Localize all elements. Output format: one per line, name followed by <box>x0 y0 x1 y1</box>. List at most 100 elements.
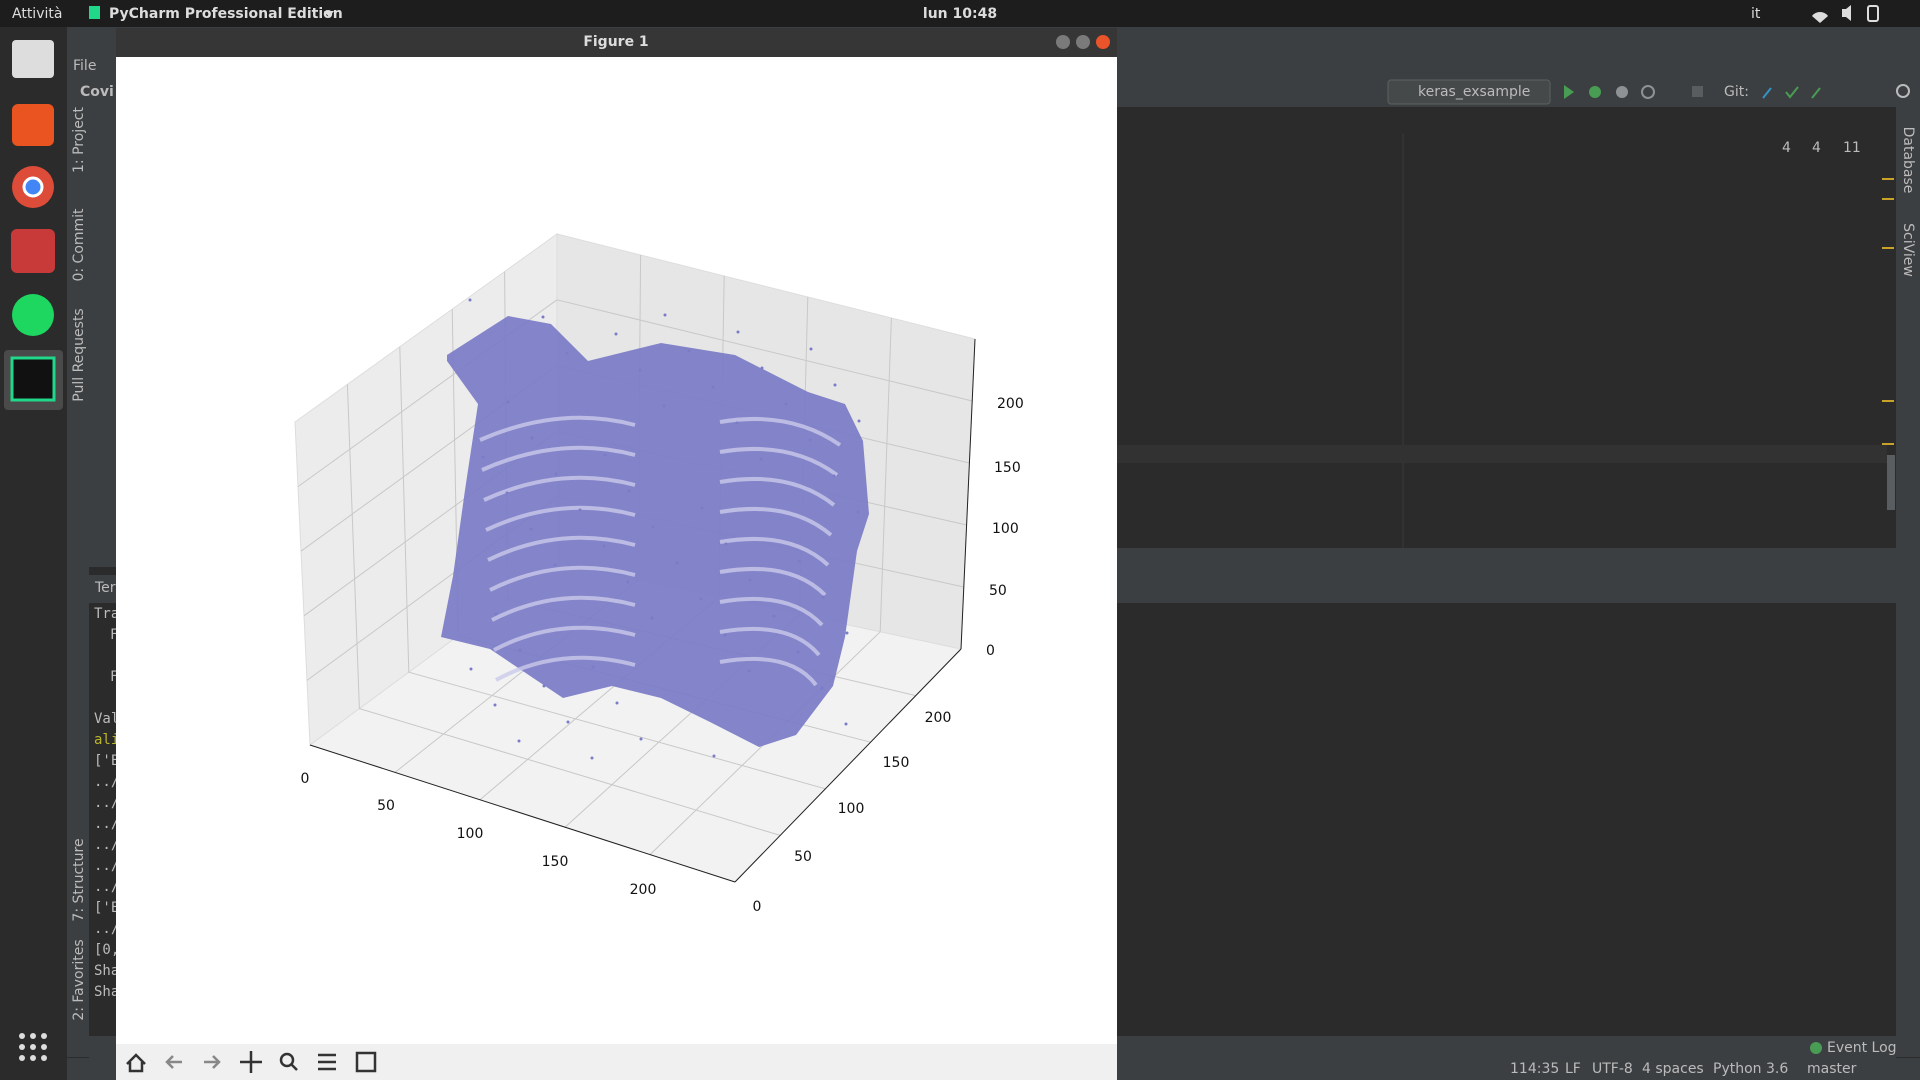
git-push[interactable] <box>1811 87 1821 99</box>
x-tick-label: 0 <box>301 771 310 787</box>
tool-tab[interactable]: 7: Structure <box>71 838 87 921</box>
scatter-speck <box>857 419 861 423</box>
grid-dot <box>30 1033 36 1039</box>
volume-icon[interactable] <box>1842 5 1851 21</box>
stop-button[interactable] <box>1692 86 1703 97</box>
terminal-output: Tra F F Val ali ['E ../ ../ ../ ../ ../ ../ ['E ../ [0… <box>94 606 119 1000</box>
terminal-line: ../ <box>94 921 119 937</box>
pane-grid <box>879 317 892 632</box>
home-button[interactable] <box>126 1053 146 1073</box>
z-tick-label: 200 <box>997 396 1024 412</box>
run-config-box[interactable] <box>1387 79 1551 105</box>
debug-button[interactable] <box>1589 86 1601 98</box>
terminal-tab[interactable]: Ter <box>94 580 116 596</box>
app-menu[interactable]: PyCharm Professional Edition <box>109 6 343 22</box>
scatter-speck <box>662 404 666 408</box>
x-tick-label: 200 <box>630 882 657 898</box>
gnome-topbar <box>0 0 1920 27</box>
x-tick-label: 50 <box>377 798 395 814</box>
scatter-speck <box>506 400 510 404</box>
tool-tab[interactable]: Database <box>1900 127 1916 194</box>
rib-gap <box>495 655 636 682</box>
scatter-speck <box>603 453 607 457</box>
status-item[interactable]: UTF-8 <box>1592 1061 1633 1077</box>
status-item[interactable]: 114:35 <box>1510 1061 1559 1077</box>
terminal-line: Val <box>94 711 119 727</box>
scatter-speck <box>796 650 800 654</box>
close-button[interactable] <box>1096 35 1110 49</box>
activities[interactable]: Attività <box>12 6 62 22</box>
status-item[interactable]: Python 3.6 <box>1713 1061 1788 1077</box>
pan-button[interactable] <box>240 1051 262 1073</box>
scatter-speck <box>566 720 570 724</box>
stripe <box>1882 198 1894 200</box>
battery-icon[interactable] <box>1867 5 1879 22</box>
git-label: Git: <box>1724 84 1749 100</box>
stripe <box>1882 443 1894 445</box>
y-tick-label: 100 <box>838 801 865 817</box>
wifi-icon[interactable] <box>1812 11 1828 23</box>
maximize-button[interactable] <box>1076 35 1090 49</box>
zoom-button[interactable] <box>279 1052 298 1071</box>
minimize-button[interactable] <box>1056 35 1070 49</box>
scatter-speck <box>772 614 776 618</box>
status-item[interactable]: LF <box>1565 1061 1581 1077</box>
spotify-icon[interactable] <box>12 294 54 336</box>
figure-toolbar <box>116 1044 1117 1080</box>
scatter-speck <box>747 669 751 673</box>
project-name: Covi <box>80 84 114 100</box>
back-button[interactable] <box>165 1055 182 1069</box>
tool-tab[interactable]: 2: Favorites <box>71 939 87 1020</box>
tool-tab[interactable]: 1: Project <box>71 107 87 173</box>
grid-dot <box>41 1033 47 1039</box>
app-icon <box>89 6 100 19</box>
pycharm-icon[interactable] <box>10 356 56 402</box>
configure-button[interactable] <box>318 1053 336 1071</box>
forward-button[interactable] <box>204 1055 221 1069</box>
scatter-speck <box>821 595 825 599</box>
scatter-speck <box>832 474 836 478</box>
scatter-speck <box>675 561 679 565</box>
run-config[interactable]: keras_exsample <box>1418 84 1530 100</box>
show-apps[interactable] <box>19 1033 47 1061</box>
status-item[interactable]: master <box>1807 1061 1857 1077</box>
status-item[interactable]: 4 spaces <box>1642 1061 1704 1077</box>
scatter-speck <box>505 491 509 495</box>
clock[interactable]: lun 10:48 <box>923 6 997 22</box>
rapidminer-icon[interactable] <box>11 229 55 273</box>
error-stripes <box>1882 178 1894 445</box>
scatter-speck <box>638 368 642 372</box>
coverage-button[interactable] <box>1616 86 1628 98</box>
tool-tab[interactable]: 0: Commit <box>71 208 87 282</box>
git-commit[interactable] <box>1785 86 1799 99</box>
scatter-speck <box>820 686 824 690</box>
profile-button[interactable] <box>1641 85 1655 99</box>
scatter-speck <box>663 313 667 317</box>
tool-tab[interactable]: SciView <box>1900 223 1916 277</box>
git-update[interactable] <box>1762 87 1772 99</box>
scatter-speck <box>481 455 485 459</box>
save-button[interactable] <box>355 1051 377 1073</box>
keyboard-layout[interactable]: it <box>1751 6 1761 22</box>
menu-file[interactable]: File <box>73 58 96 74</box>
rib-gap <box>491 595 636 622</box>
files-icon[interactable] <box>12 40 54 78</box>
run-button[interactable] <box>1564 85 1574 99</box>
tray-icons <box>1812 5 1879 23</box>
rib-gap <box>719 476 836 507</box>
rib-gap <box>719 596 824 627</box>
software-icon[interactable] <box>12 104 54 146</box>
scatter-speck <box>602 544 606 548</box>
terminal-line: F <box>110 669 118 685</box>
search-button[interactable] <box>1896 84 1910 98</box>
rib-gap <box>719 536 830 567</box>
tool-tab[interactable]: Pull Requests <box>71 308 87 401</box>
y-tick-label: 50 <box>794 849 812 865</box>
scatter-speck <box>627 489 631 493</box>
rib-gap <box>485 505 636 532</box>
scatter-speck <box>712 754 716 758</box>
scatter-speck <box>651 525 655 529</box>
scatter-speck <box>711 385 715 389</box>
event-log[interactable]: Event Log <box>1827 1040 1897 1056</box>
